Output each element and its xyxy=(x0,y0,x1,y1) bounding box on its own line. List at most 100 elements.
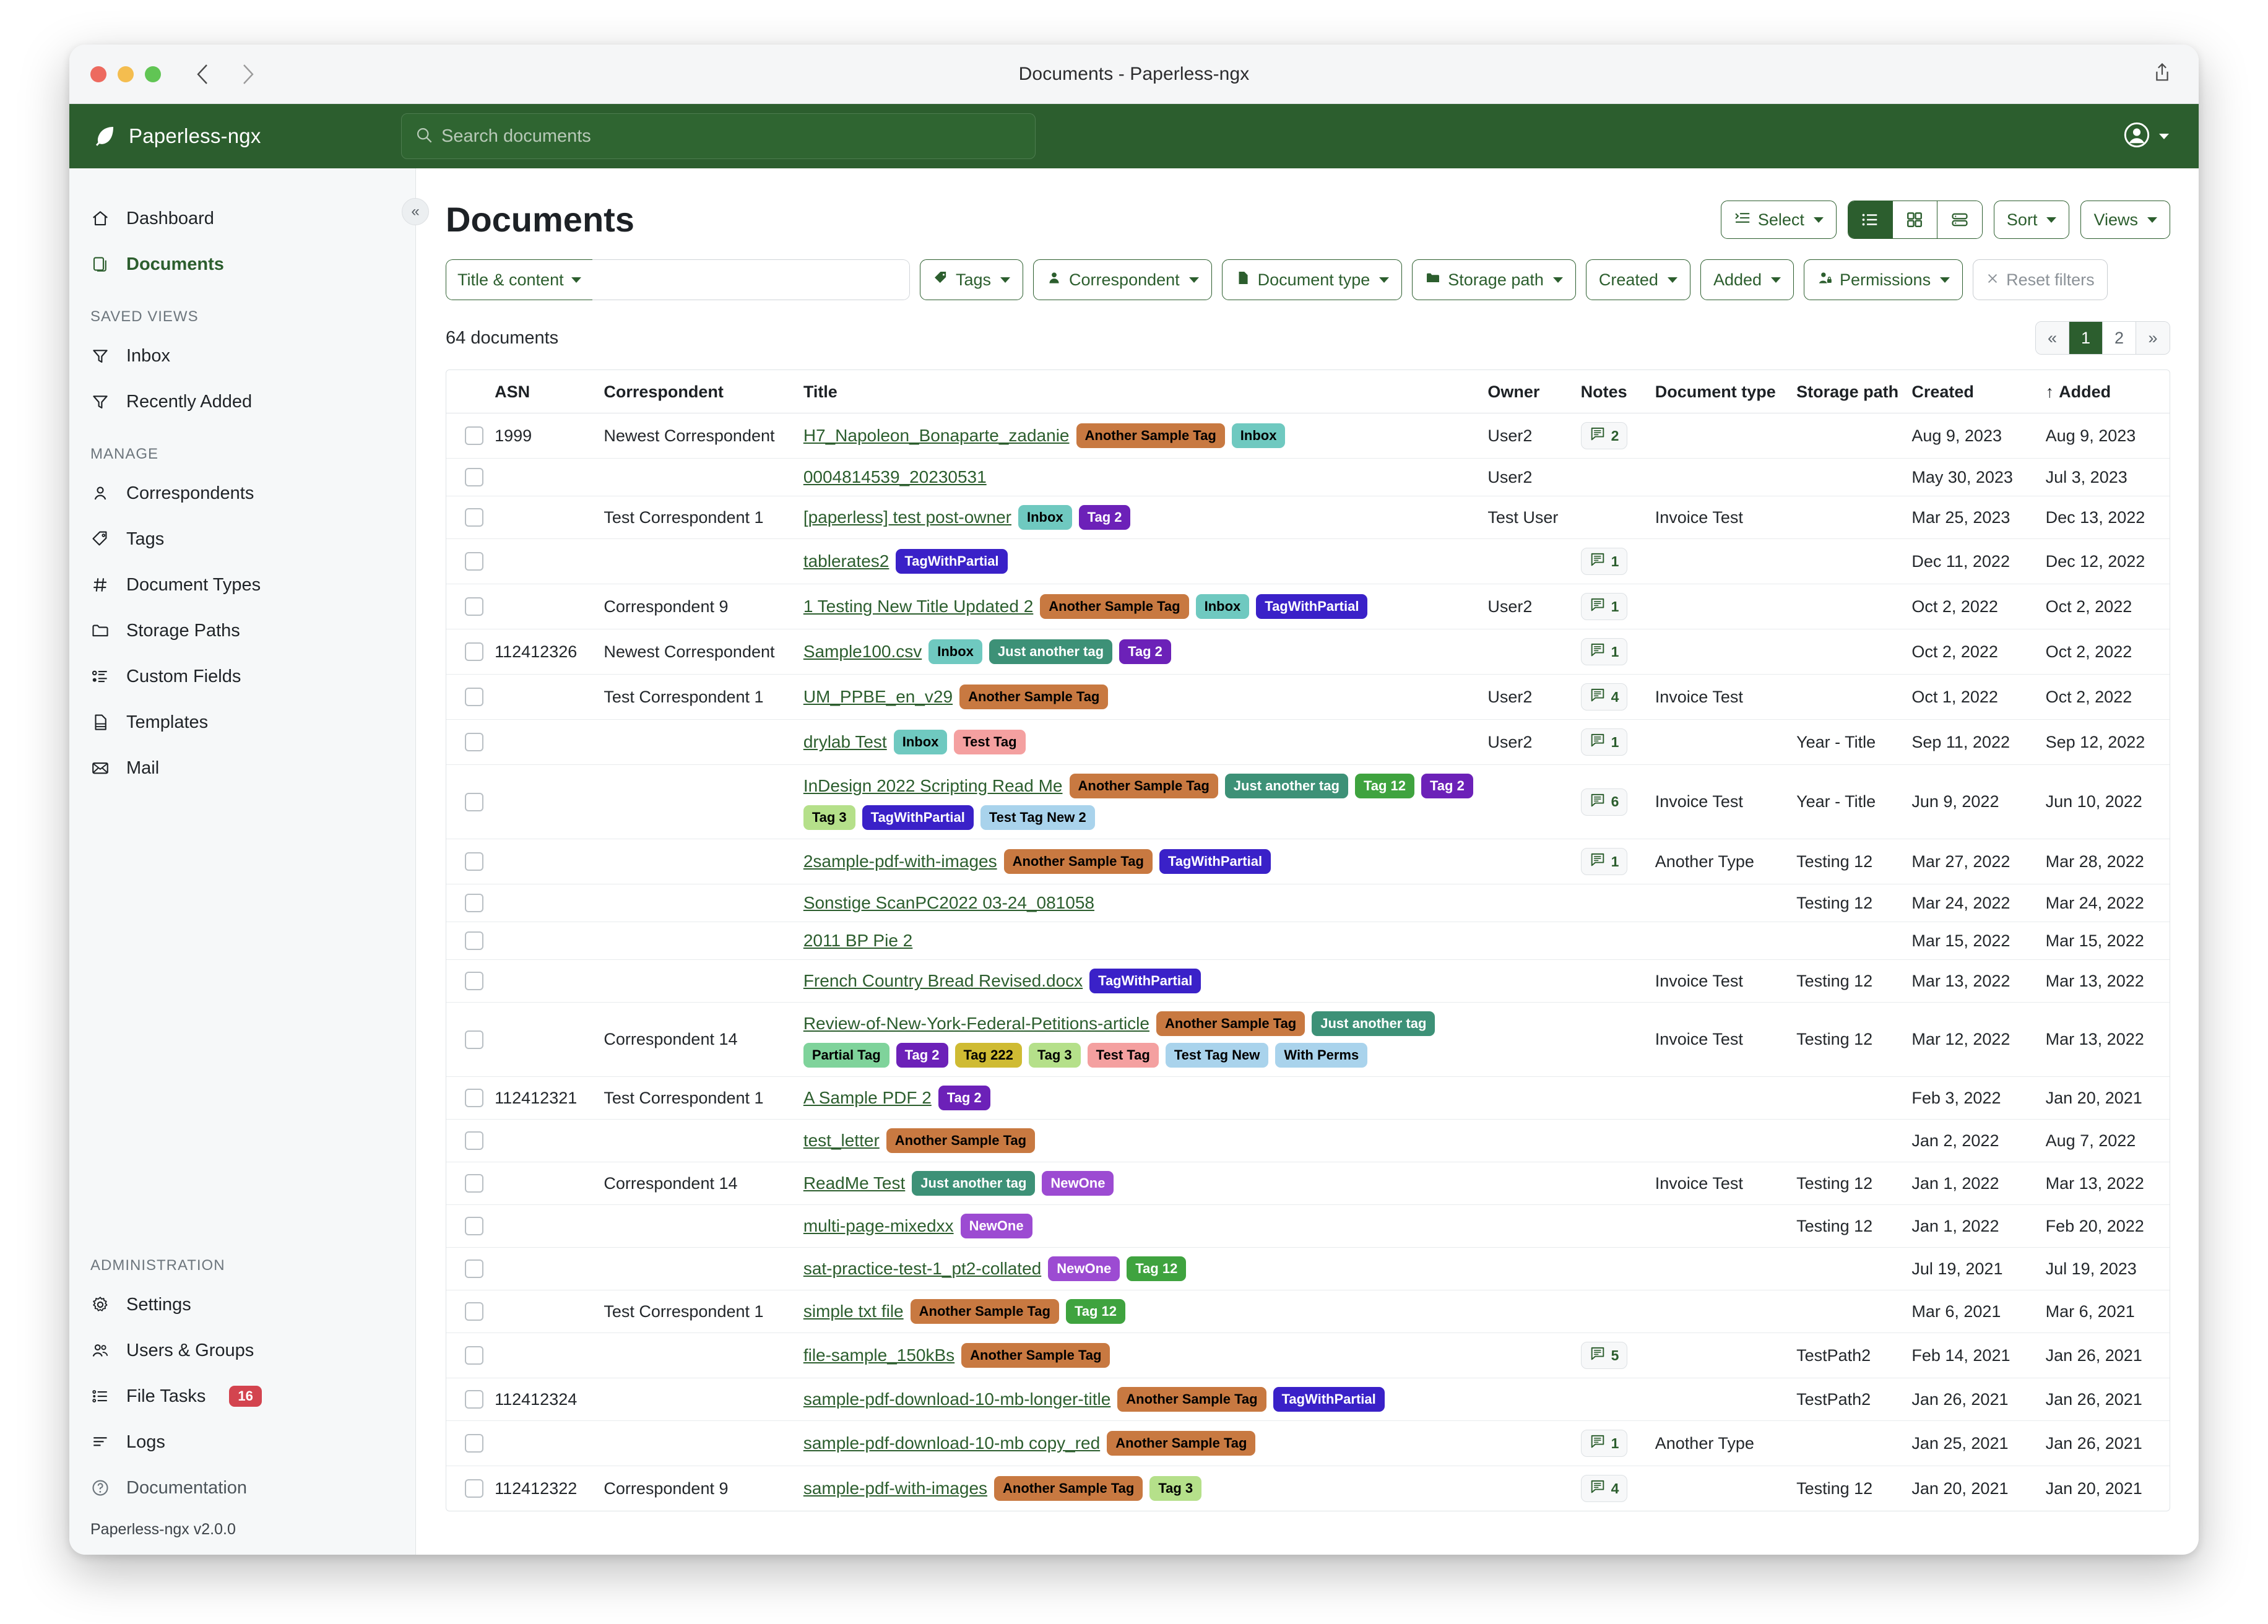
row-checkbox[interactable] xyxy=(465,972,483,990)
row-checkbox-cell[interactable] xyxy=(446,584,495,629)
sidebar-item-logs[interactable]: Logs xyxy=(69,1419,415,1465)
table-row[interactable]: 112412324 sample-pdf-download-10-mb-longe… xyxy=(446,1378,2170,1421)
row-checkbox-cell[interactable] xyxy=(446,496,495,539)
document-title-link[interactable]: sample-pdf-with-images xyxy=(803,1479,988,1498)
tag-badge[interactable]: Another Sample Tag xyxy=(1156,1011,1305,1036)
sort-button[interactable]: Sort xyxy=(1993,201,2070,239)
row-checkbox[interactable] xyxy=(465,597,483,616)
tag-badge[interactable]: Inbox xyxy=(893,730,948,754)
tag-badge[interactable]: Another Sample Tag xyxy=(1040,594,1189,619)
column-header-added[interactable]: ↑ Added xyxy=(2045,370,2170,413)
table-row[interactable]: Test Correspondent 1 UM_PPBE_en_v29 Anothe… xyxy=(446,674,2170,720)
row-checkbox-cell[interactable] xyxy=(446,884,495,922)
document-title-link[interactable]: InDesign 2022 Scripting Read Me xyxy=(803,776,1063,795)
row-checkbox-cell[interactable] xyxy=(446,458,495,496)
tag-badge[interactable]: Tag 2 xyxy=(896,1043,948,1068)
table-row[interactable]: Test Correspondent 1 simple txt file Anoth… xyxy=(446,1290,2170,1333)
table-row[interactable]: sample-pdf-download-10-mb copy_red Anothe… xyxy=(446,1420,2170,1466)
row-checkbox-cell[interactable] xyxy=(446,1076,495,1120)
document-title-link[interactable]: tablerates2 xyxy=(803,551,889,571)
title-content-dropdown[interactable]: Title & content xyxy=(446,259,592,300)
tag-badge[interactable]: Test Tag New xyxy=(1165,1043,1269,1068)
row-checkbox[interactable] xyxy=(465,931,483,950)
tag-badge[interactable]: Another Sample Tag xyxy=(1117,1387,1266,1412)
maximize-window-button[interactable] xyxy=(145,66,161,82)
column-header-correspondent[interactable]: Correspondent xyxy=(604,370,803,413)
document-title-link[interactable]: ReadMe Test xyxy=(803,1173,906,1193)
back-icon[interactable] xyxy=(196,63,209,85)
document-title-link[interactable]: simple txt file xyxy=(803,1302,904,1321)
row-checkbox-cell[interactable] xyxy=(446,1162,495,1205)
sidebar-item-settings[interactable]: Settings xyxy=(69,1282,415,1328)
row-checkbox[interactable] xyxy=(465,1174,483,1193)
table-row[interactable]: 1999 Newest Correspondent H7_Napoleon_Bona… xyxy=(446,413,2170,459)
tag-badge[interactable]: Just another tag xyxy=(989,639,1113,664)
tag-badge[interactable]: Another Sample Tag xyxy=(994,1476,1143,1501)
sidebar-item-document-types[interactable]: Document Types xyxy=(69,562,415,608)
tag-badge[interactable]: Test Tag xyxy=(954,730,1026,754)
row-checkbox-cell[interactable] xyxy=(446,1290,495,1333)
notes-badge[interactable]: 1 xyxy=(1580,728,1628,756)
reset-filters-button[interactable]: Reset filters xyxy=(1973,259,2108,300)
tag-badge[interactable]: Just another tag xyxy=(1312,1011,1435,1036)
table-row[interactable]: file-sample_150kBs Another Sample Tag 5 Tes… xyxy=(446,1332,2170,1378)
document-title-link[interactable]: drylab Test xyxy=(803,732,887,751)
document-title-link[interactable]: test_letter xyxy=(803,1131,880,1150)
tag-badge[interactable]: TagWithPartial xyxy=(1089,969,1201,993)
tag-badge[interactable]: TagWithPartial xyxy=(1273,1387,1385,1412)
document-title-link[interactable]: file-sample_150kBs xyxy=(803,1345,955,1365)
tag-badge[interactable]: Another Sample Tag xyxy=(959,685,1109,709)
tag-badge[interactable]: NewOne xyxy=(960,1214,1032,1238)
tag-badge[interactable]: TagWithPartial xyxy=(896,549,1008,574)
table-row[interactable]: 112412322 Correspondent 9 sample-pdf-with-… xyxy=(446,1466,2170,1511)
notes-badge[interactable]: 1 xyxy=(1580,548,1628,575)
table-row[interactable]: French Country Bread Revised.docx TagWith… xyxy=(446,959,2170,1003)
row-checkbox-cell[interactable] xyxy=(446,1204,495,1248)
row-checkbox-cell[interactable] xyxy=(446,413,495,459)
tag-badge[interactable]: Tag 12 xyxy=(1065,1299,1125,1324)
tag-badge[interactable]: Partial Tag xyxy=(803,1043,889,1068)
row-checkbox[interactable] xyxy=(465,1479,483,1498)
document-title-link[interactable]: Sonstige ScanPC2022 03-24_081058 xyxy=(803,893,1094,912)
notes-badge[interactable]: 4 xyxy=(1580,1475,1628,1502)
tag-badge[interactable]: Tag 3 xyxy=(1149,1476,1202,1501)
pagination-first-button[interactable]: « xyxy=(2036,322,2069,354)
tag-badge[interactable]: Another Sample Tag xyxy=(1107,1431,1256,1456)
tag-badge[interactable]: Tag 12 xyxy=(1354,774,1414,798)
filter-permissions-button[interactable]: Permissions xyxy=(1804,259,1963,300)
document-title-link[interactable]: 1 Testing New Title Updated 2 xyxy=(803,597,1034,616)
column-header-asn[interactable]: ASN xyxy=(495,370,604,413)
sidebar-item-dashboard[interactable]: Dashboard xyxy=(69,196,415,241)
row-checkbox[interactable] xyxy=(465,733,483,751)
user-account-menu[interactable] xyxy=(2123,121,2169,152)
column-header-storage-path[interactable]: Storage path xyxy=(1796,370,1912,413)
filter-storage-path-button[interactable]: Storage path xyxy=(1412,259,1576,300)
column-header-notes[interactable]: Notes xyxy=(1580,370,1655,413)
row-checkbox[interactable] xyxy=(465,1346,483,1365)
row-checkbox-cell[interactable] xyxy=(446,629,495,675)
table-row[interactable]: Test Correspondent 1 [paperless] test pos… xyxy=(446,496,2170,539)
select-all-header[interactable] xyxy=(446,370,495,413)
tag-badge[interactable]: With Perms xyxy=(1275,1043,1368,1068)
filter-document-type-button[interactable]: Document type xyxy=(1221,259,1403,300)
grid-view-button[interactable] xyxy=(1892,201,1937,238)
tag-badge[interactable]: Another Sample Tag xyxy=(1076,423,1225,448)
table-row[interactable]: InDesign 2022 Scripting Read Me Another S… xyxy=(446,764,2170,839)
select-button[interactable]: Select xyxy=(1720,201,1837,239)
sidebar-item-templates[interactable]: Templates xyxy=(69,699,415,745)
row-checkbox-cell[interactable] xyxy=(446,1002,495,1077)
row-checkbox-cell[interactable] xyxy=(446,674,495,720)
table-row[interactable]: multi-page-mixedxx NewOne Testing 12 Jan 1,… xyxy=(446,1204,2170,1248)
tag-badge[interactable]: NewOne xyxy=(1042,1171,1114,1196)
tag-badge[interactable]: Another Sample Tag xyxy=(1069,774,1218,798)
tag-badge[interactable]: Another Sample Tag xyxy=(1003,849,1153,874)
document-title-link[interactable]: Sample100.csv xyxy=(803,642,922,661)
row-checkbox-cell[interactable] xyxy=(446,764,495,839)
sidebar-item-correspondents[interactable]: Correspondents xyxy=(69,470,415,516)
tag-badge[interactable]: Tag 2 xyxy=(938,1086,990,1110)
minimize-window-button[interactable] xyxy=(118,66,134,82)
document-title-link[interactable]: 2011 BP Pie 2 xyxy=(803,931,913,950)
close-window-button[interactable] xyxy=(90,66,106,82)
row-checkbox-cell[interactable] xyxy=(446,1119,495,1162)
column-header-created[interactable]: Created xyxy=(1911,370,2046,413)
